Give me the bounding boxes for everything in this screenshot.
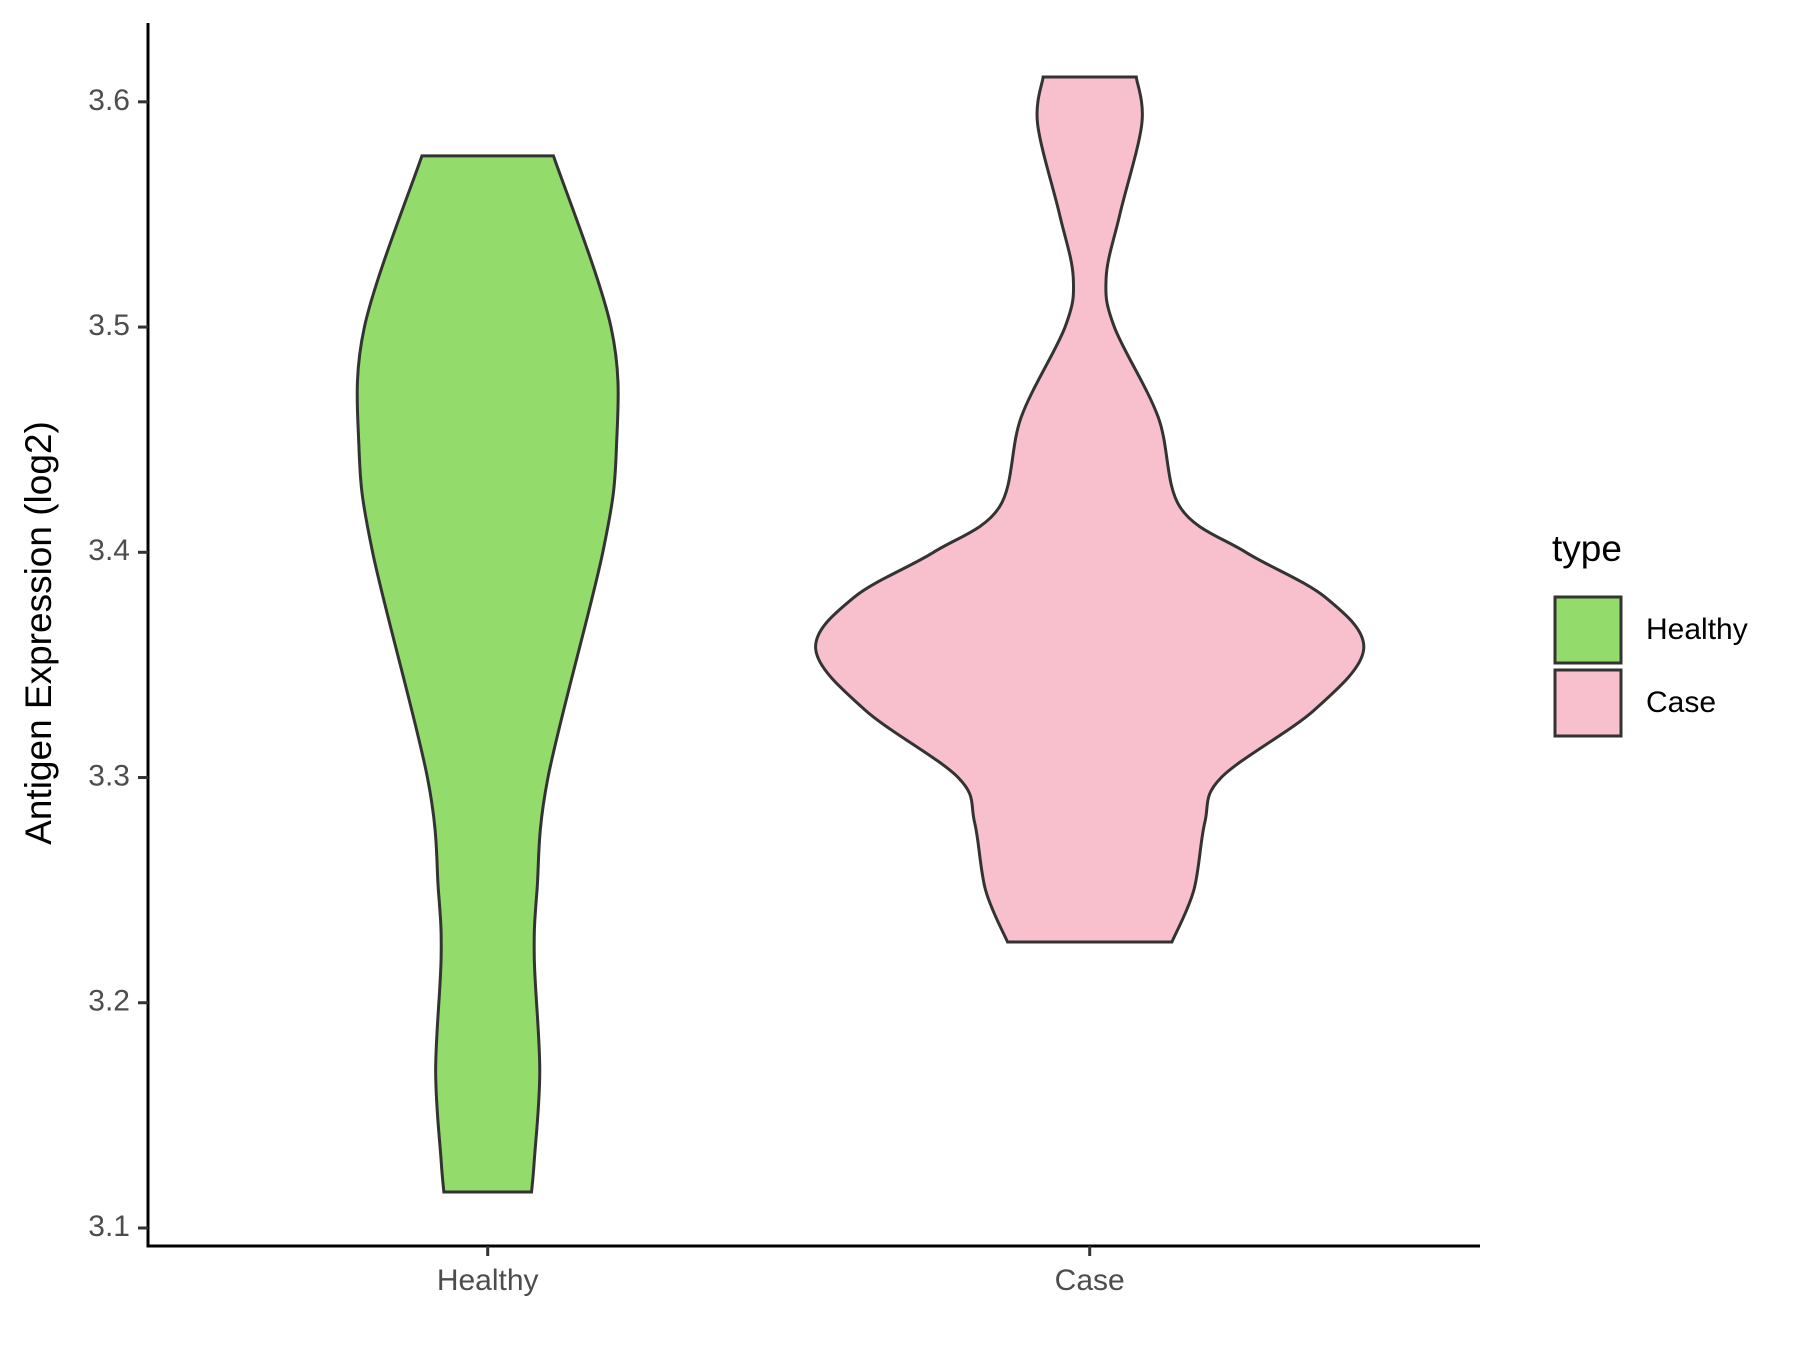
legend-key — [1553, 595, 1623, 665]
y-axis-label: Antigen Expression (log2) — [18, 421, 59, 845]
y-tick-label: 3.1 — [88, 1210, 130, 1243]
legend-title: type — [1552, 528, 1622, 569]
legend-label: Healthy — [1646, 613, 1748, 646]
violin — [355, 154, 620, 1194]
legend-label: Case — [1646, 686, 1716, 719]
y-tick-label: 3.2 — [88, 985, 130, 1018]
y-tick-label: 3.6 — [88, 84, 130, 117]
legend-key — [1553, 668, 1623, 738]
y-tick-label: 3.4 — [88, 534, 130, 567]
x-tick-label: Healthy — [437, 1264, 539, 1297]
violin — [814, 75, 1366, 944]
y-tick-label: 3.3 — [88, 759, 130, 792]
y-tick-label: 3.5 — [88, 309, 130, 342]
x-tick-label: Case — [1055, 1264, 1125, 1297]
